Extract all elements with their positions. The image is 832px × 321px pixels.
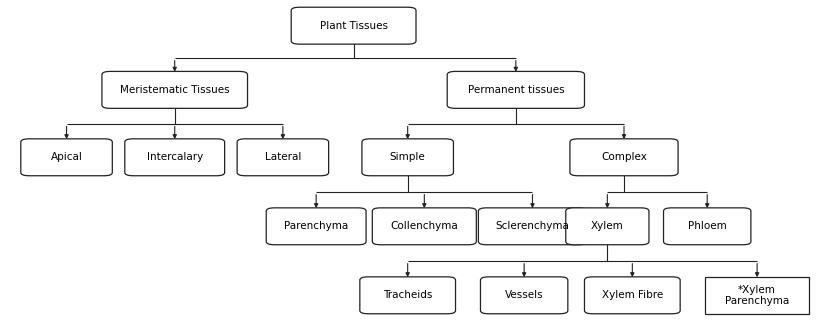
FancyBboxPatch shape bbox=[125, 139, 225, 176]
FancyBboxPatch shape bbox=[291, 7, 416, 44]
Text: Parenchyma: Parenchyma bbox=[284, 221, 349, 231]
FancyBboxPatch shape bbox=[570, 139, 678, 176]
FancyBboxPatch shape bbox=[664, 208, 751, 245]
FancyBboxPatch shape bbox=[359, 277, 456, 314]
Text: Simple: Simple bbox=[390, 152, 425, 162]
FancyBboxPatch shape bbox=[481, 277, 568, 314]
Text: Sclerenchyma: Sclerenchyma bbox=[496, 221, 569, 231]
FancyBboxPatch shape bbox=[21, 139, 112, 176]
Text: Apical: Apical bbox=[51, 152, 82, 162]
Text: Meristematic Tissues: Meristematic Tissues bbox=[120, 85, 230, 95]
FancyBboxPatch shape bbox=[237, 139, 329, 176]
FancyBboxPatch shape bbox=[584, 277, 681, 314]
FancyBboxPatch shape bbox=[448, 72, 584, 108]
FancyBboxPatch shape bbox=[478, 208, 587, 245]
Text: Xylem Fibre: Xylem Fibre bbox=[602, 290, 663, 300]
Text: Xylem: Xylem bbox=[591, 221, 624, 231]
Text: Phloem: Phloem bbox=[688, 221, 726, 231]
FancyBboxPatch shape bbox=[706, 277, 809, 314]
Text: *Xylem
Parenchyma: *Xylem Parenchyma bbox=[725, 284, 790, 306]
FancyBboxPatch shape bbox=[266, 208, 366, 245]
Text: Tracheids: Tracheids bbox=[383, 290, 433, 300]
Text: Vessels: Vessels bbox=[505, 290, 543, 300]
Text: Permanent tissues: Permanent tissues bbox=[468, 85, 564, 95]
FancyBboxPatch shape bbox=[102, 72, 248, 108]
Text: Collenchyma: Collenchyma bbox=[390, 221, 458, 231]
Text: Plant Tissues: Plant Tissues bbox=[319, 21, 388, 31]
FancyBboxPatch shape bbox=[566, 208, 649, 245]
Text: Intercalary: Intercalary bbox=[146, 152, 203, 162]
Text: Lateral: Lateral bbox=[265, 152, 301, 162]
Text: Complex: Complex bbox=[601, 152, 647, 162]
FancyBboxPatch shape bbox=[373, 208, 476, 245]
FancyBboxPatch shape bbox=[362, 139, 453, 176]
